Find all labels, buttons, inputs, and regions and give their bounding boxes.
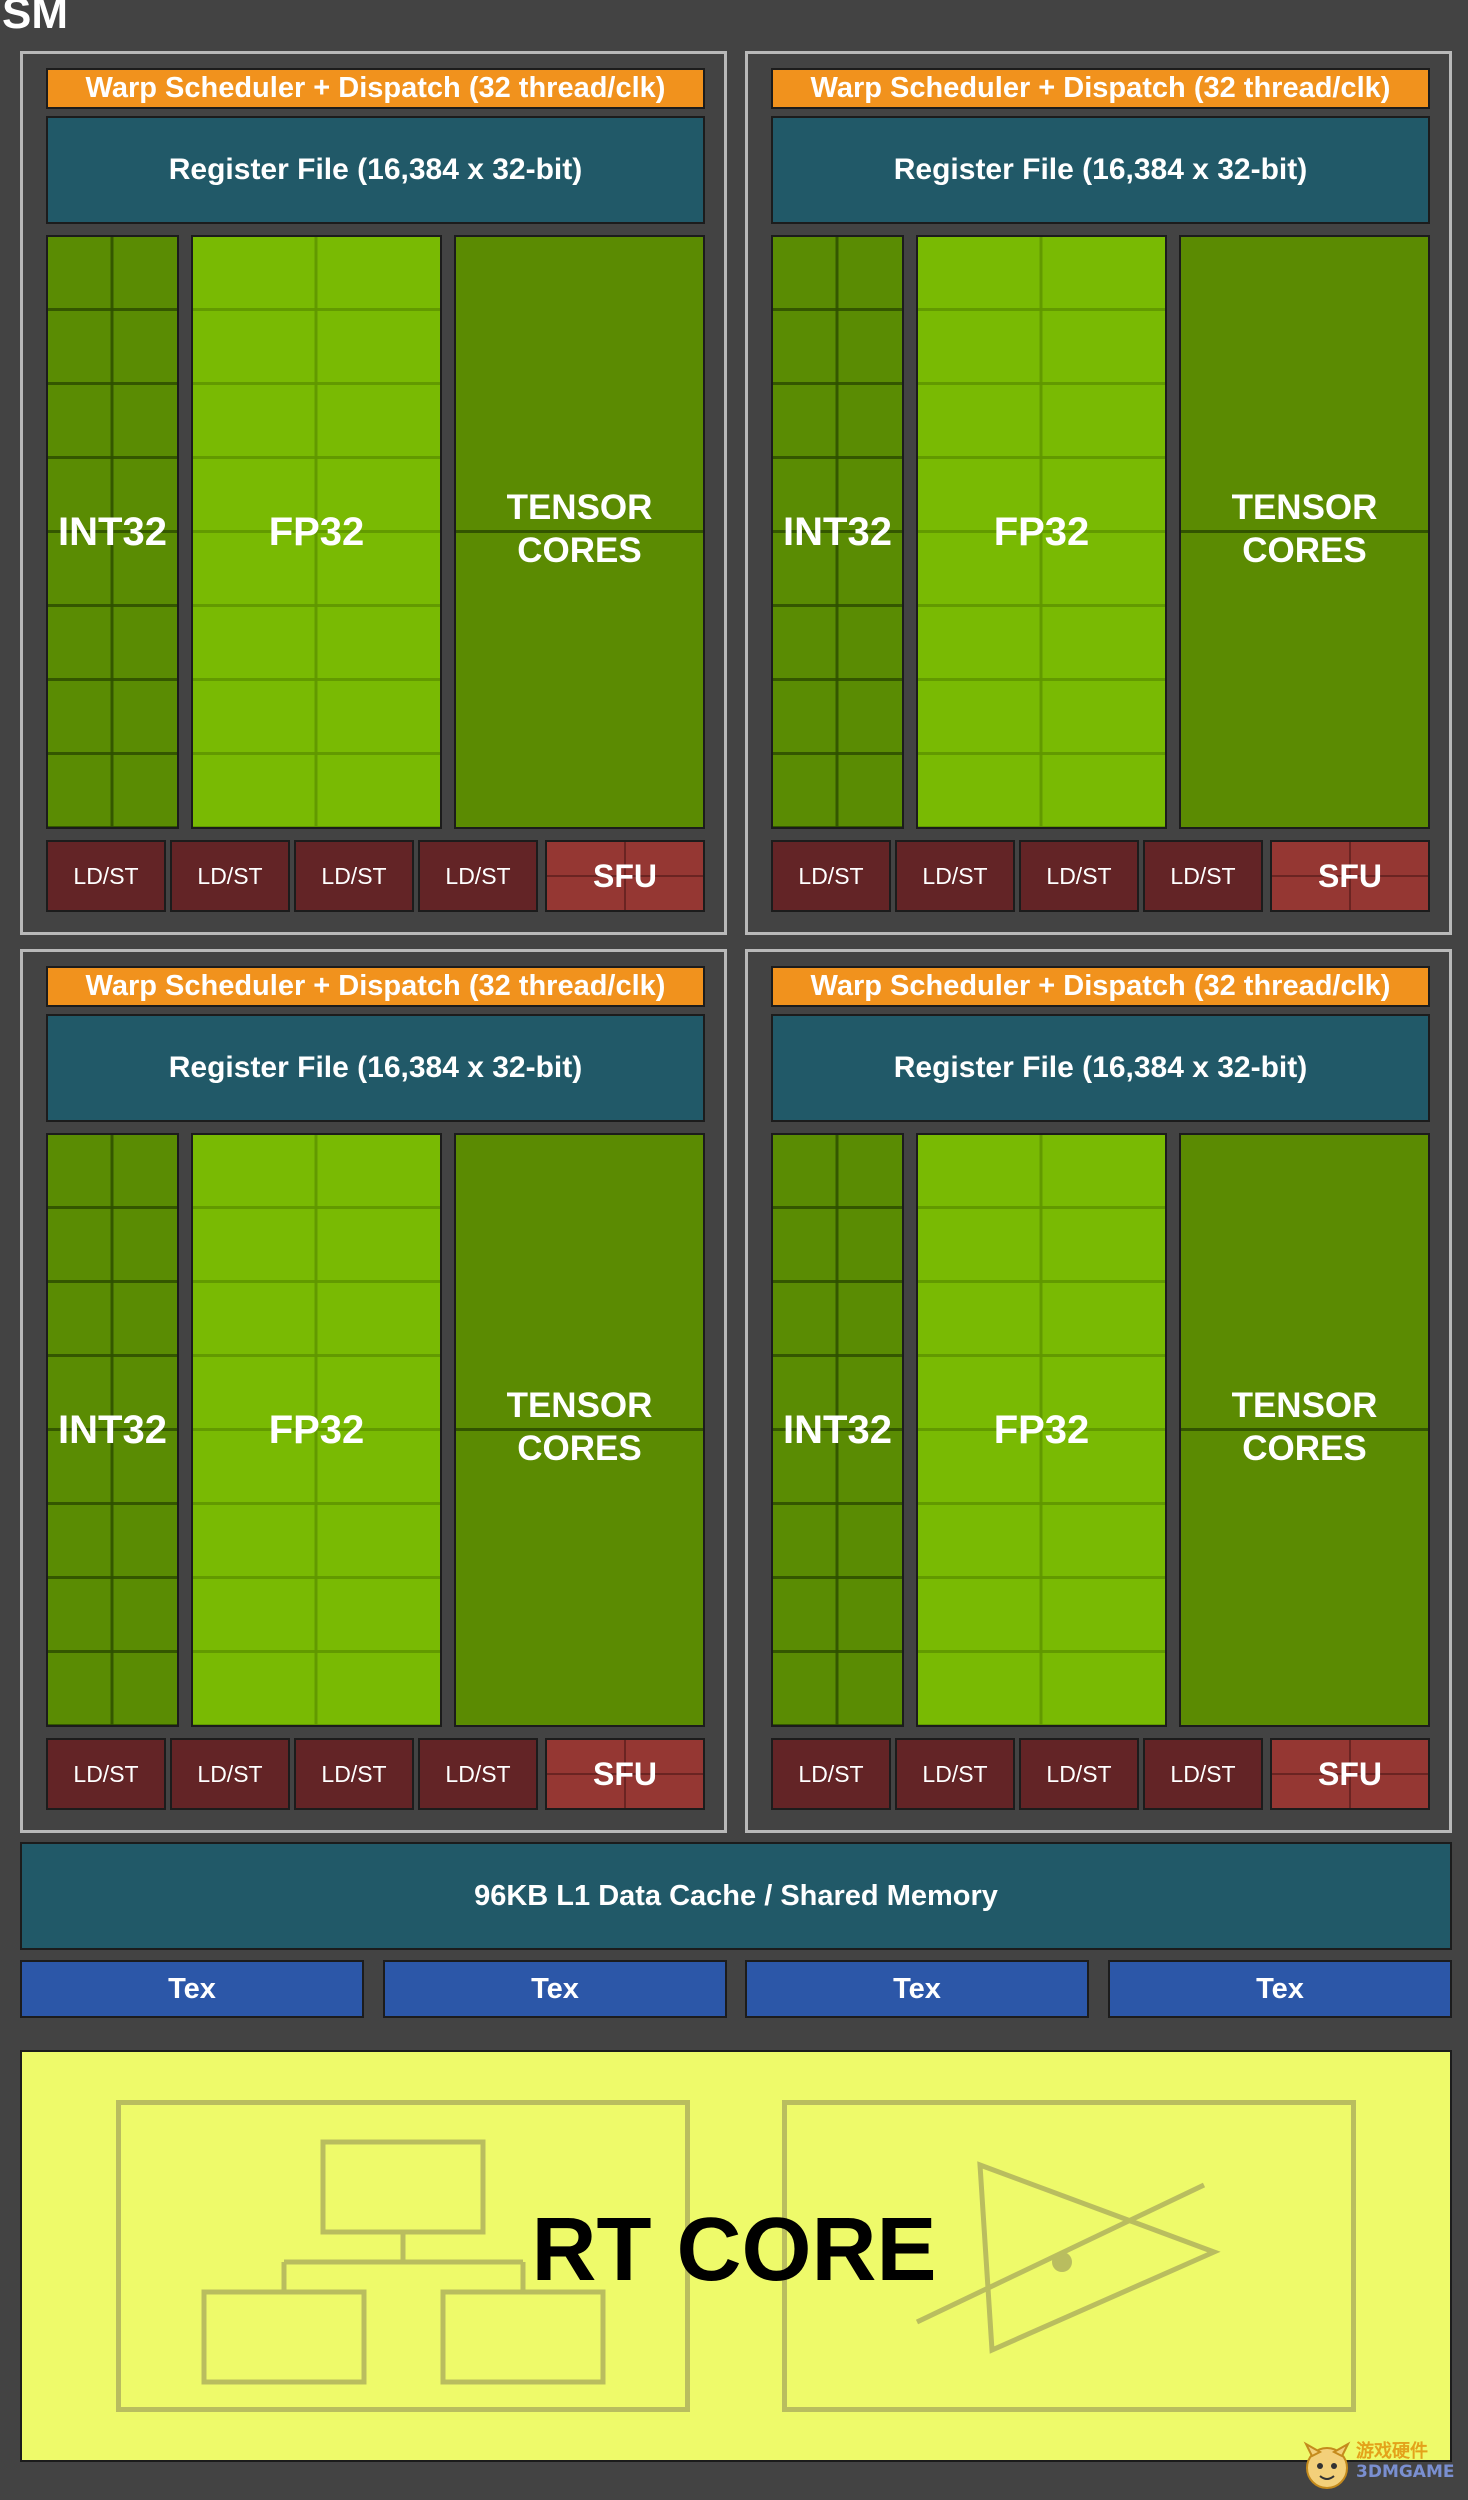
tensor-cores: TENSOR CORES — [454, 235, 705, 829]
rt-core — [20, 2050, 1452, 2462]
warp-scheduler-dispatch: Warp Scheduler + Dispatch (32 thread/clk… — [771, 68, 1430, 109]
ldst-unit: LD/ST — [46, 1738, 166, 1810]
watermark-text-en: 3DMGAME — [1356, 2462, 1455, 2482]
l1-data-cache-shared-memory: 96KB L1 Data Cache / Shared Memory — [20, 1842, 1452, 1950]
warp-scheduler-dispatch: Warp Scheduler + Dispatch (32 thread/clk… — [46, 966, 705, 1007]
ldst-unit: LD/ST — [418, 840, 538, 912]
tex-unit: Tex — [383, 1960, 727, 2018]
tensor-label-line1: TENSOR — [1231, 488, 1378, 527]
fp32-units: FP32 — [191, 235, 442, 829]
ldst-unit: LD/ST — [895, 840, 1015, 912]
fp32-units: FP32 — [191, 1133, 442, 1727]
int32-label: INT32 — [58, 1407, 167, 1452]
int32-units: INT32 — [771, 235, 904, 829]
warp-scheduler-dispatch: Warp Scheduler + Dispatch (32 thread/clk… — [771, 966, 1430, 1007]
fp32-label: FP32 — [993, 1407, 1090, 1452]
fp32-units: FP32 — [916, 235, 1167, 829]
register-file: Register File (16,384 x 32-bit) — [46, 116, 705, 224]
int32-units: INT32 — [771, 1133, 904, 1727]
fp32-units: FP32 — [916, 1133, 1167, 1727]
bvh-tree-icon — [116, 2100, 690, 2412]
sfu-unit: SFU — [1270, 840, 1430, 912]
tensor-label-line2: CORES — [1242, 1429, 1367, 1468]
ldst-unit: LD/ST — [46, 840, 166, 912]
tensor-cores: TENSOR CORES — [1179, 1133, 1430, 1727]
sfu-unit: SFU — [1270, 1738, 1430, 1810]
tex-unit: Tex — [20, 1960, 364, 2018]
int32-label: INT32 — [58, 509, 167, 554]
register-file: Register File (16,384 x 32-bit) — [46, 1014, 705, 1122]
tensor-label-line2: CORES — [1242, 531, 1367, 570]
watermark-mascot-icon — [1303, 2441, 1351, 2489]
tensor-label-line1: TENSOR — [1231, 1386, 1378, 1425]
ldst-unit: LD/ST — [170, 1738, 290, 1810]
fp32-label: FP32 — [268, 1407, 365, 1452]
ldst-unit: LD/ST — [170, 840, 290, 912]
watermark-logo: 游戏硬件 3DMGAME — [1300, 2436, 1460, 2494]
tensor-label-line1: TENSOR — [506, 1386, 653, 1425]
sfu-unit: SFU — [545, 840, 705, 912]
int32-units: INT32 — [46, 235, 179, 829]
tensor-label-line2: CORES — [517, 1429, 642, 1468]
tensor-cores: TENSOR CORES — [454, 1133, 705, 1727]
ldst-unit: LD/ST — [294, 840, 414, 912]
tensor-cores-label: TENSOR CORES — [456, 1135, 703, 1725]
int32-units: INT32 — [46, 1133, 179, 1727]
sfu-unit: SFU — [545, 1738, 705, 1810]
tensor-cores-label: TENSOR CORES — [456, 237, 703, 827]
ldst-unit: LD/ST — [418, 1738, 538, 1810]
tex-unit: Tex — [745, 1960, 1089, 2018]
ray-triangle-intersection-icon — [782, 2100, 1356, 2412]
ldst-unit: LD/ST — [294, 1738, 414, 1810]
ldst-unit: LD/ST — [771, 840, 891, 912]
ldst-unit: LD/ST — [895, 1738, 1015, 1810]
sm-partition-3 — [20, 949, 727, 1833]
tensor-cores: TENSOR CORES — [1179, 235, 1430, 829]
tensor-label-line1: TENSOR — [506, 488, 653, 527]
watermark-text-cn: 游戏硬件 — [1356, 2441, 1428, 2462]
ldst-unit: LD/ST — [1143, 1738, 1263, 1810]
tex-unit: Tex — [1108, 1960, 1452, 2018]
warp-scheduler-dispatch: Warp Scheduler + Dispatch (32 thread/clk… — [46, 68, 705, 109]
sm-partition-2 — [745, 51, 1452, 935]
ldst-unit: LD/ST — [1019, 840, 1139, 912]
int32-label: INT32 — [783, 509, 892, 554]
rt-core-label: RT CORE — [531, 2199, 937, 2300]
int32-label: INT32 — [783, 1407, 892, 1452]
sm-partition-1 — [20, 51, 727, 935]
fp32-label: FP32 — [268, 509, 365, 554]
sm-title: SM — [2, 0, 68, 38]
register-file: Register File (16,384 x 32-bit) — [771, 1014, 1430, 1122]
tensor-cores-label: TENSOR CORES — [1181, 237, 1428, 827]
tensor-label-line2: CORES — [517, 531, 642, 570]
sm-partition-4 — [745, 949, 1452, 1833]
ldst-unit: LD/ST — [771, 1738, 891, 1810]
register-file: Register File (16,384 x 32-bit) — [771, 116, 1430, 224]
ldst-unit: LD/ST — [1019, 1738, 1139, 1810]
fp32-label: FP32 — [993, 509, 1090, 554]
ldst-unit: LD/ST — [1143, 840, 1263, 912]
tensor-cores-label: TENSOR CORES — [1181, 1135, 1428, 1725]
